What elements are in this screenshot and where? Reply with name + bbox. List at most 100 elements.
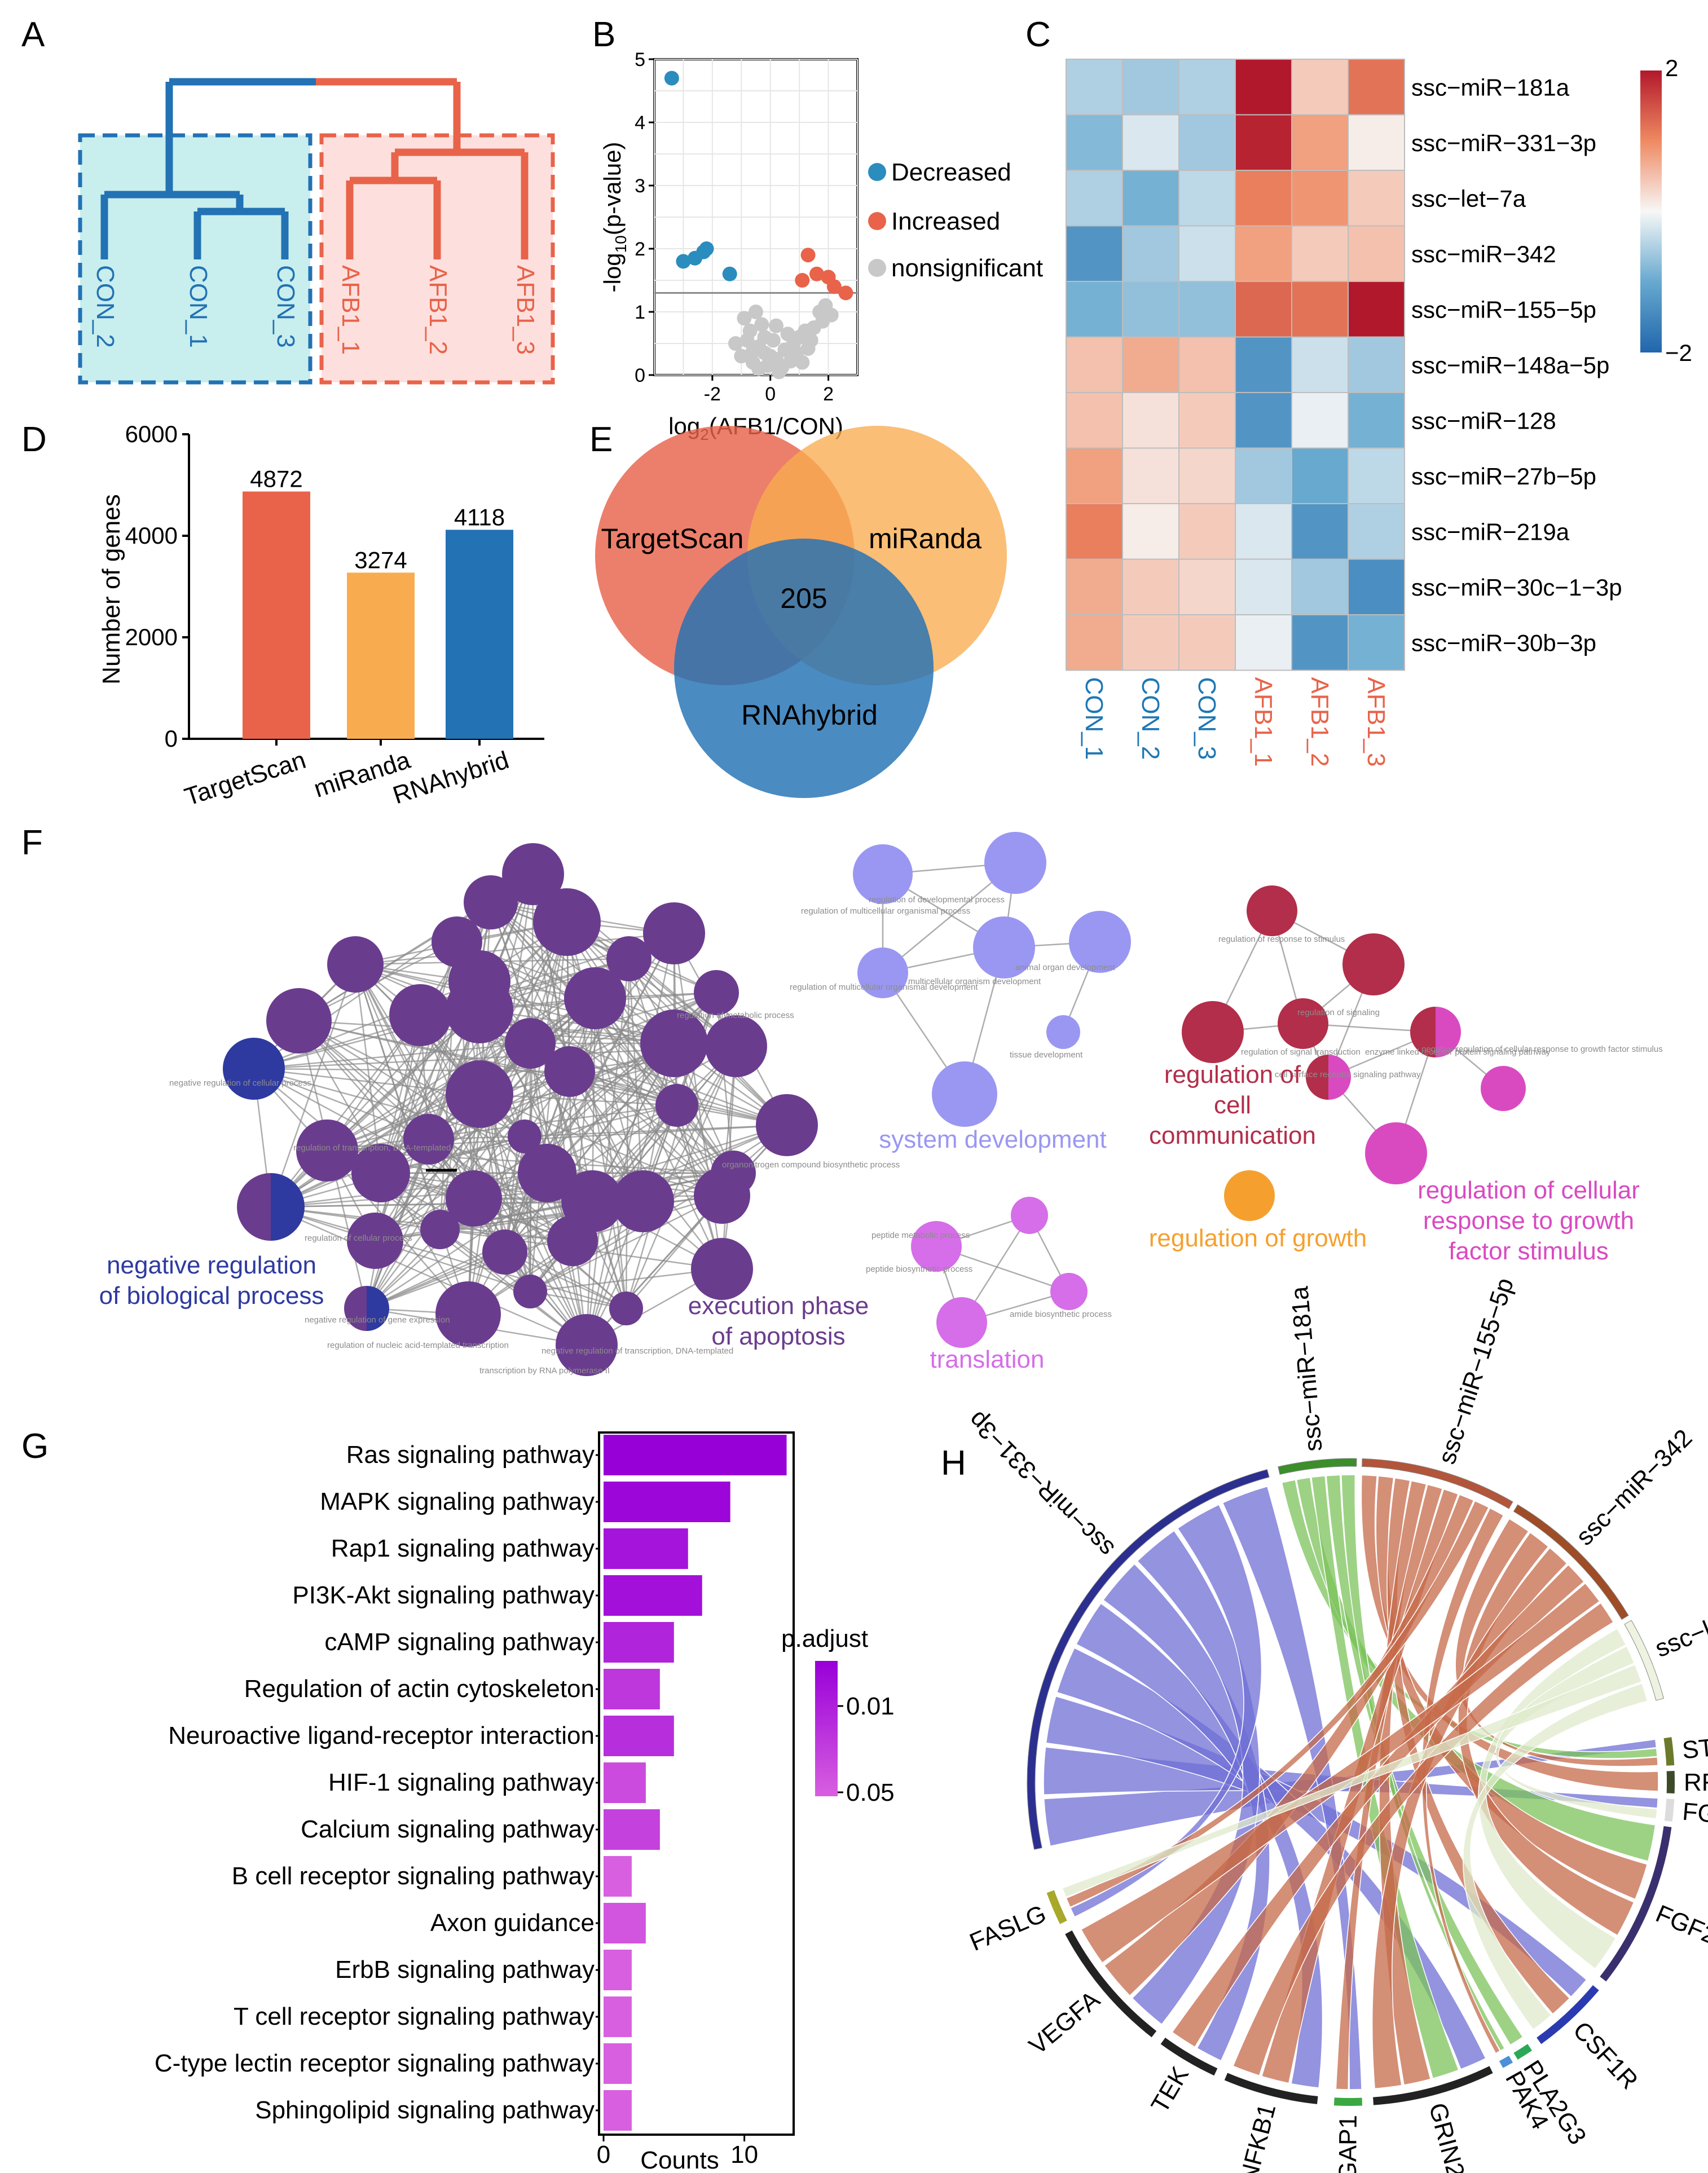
pathway-label: Axon guidance bbox=[430, 1909, 595, 1937]
pathway-label: Neuroactive ligand-receptor interaction bbox=[168, 1722, 595, 1749]
panel-labels: A B C D E F G H bbox=[21, 15, 1051, 1483]
network-node bbox=[1481, 1066, 1526, 1111]
afb1-branches bbox=[316, 78, 529, 259]
heatmap-cell bbox=[1235, 447, 1292, 504]
chord-ribbons bbox=[1043, 1474, 1659, 2090]
panel-h-chord-diagram: ssc−miR−331−3p ssc−miR−181a ssc−miR−155−5p… bbox=[963, 1275, 1708, 2173]
network-edge bbox=[439, 1229, 587, 1346]
network-node bbox=[296, 1119, 358, 1182]
network-node bbox=[513, 1275, 547, 1308]
network-edge bbox=[380, 941, 458, 1174]
network-node bbox=[564, 967, 626, 1029]
heatmap-row-label: ssc−let−7a bbox=[1411, 185, 1526, 211]
heatmap-row-label: ssc−miR−30c−1−3p bbox=[1411, 574, 1622, 601]
padj-legend-title: p.adjust bbox=[781, 1625, 868, 1652]
y-tick-label: 2 bbox=[635, 239, 645, 260]
heatmap-cell bbox=[1178, 59, 1236, 116]
chord-ribbon bbox=[1341, 1474, 1505, 2052]
volcano-ticks: -2 0 2 0 1 2 3 4 5 bbox=[635, 49, 834, 405]
network-small-label: enzyme linked receptor protein signaling… bbox=[1365, 1047, 1551, 1057]
volcano-point-increased bbox=[838, 285, 853, 301]
heatmap-cell bbox=[1291, 59, 1349, 116]
network-small-label: regulation of cellular process bbox=[305, 1233, 412, 1243]
chord-gene-label: TEK bbox=[1146, 2062, 1194, 2118]
pathway-bar bbox=[604, 1950, 632, 1990]
padj-legend-tick-005: 0.05 bbox=[846, 1779, 895, 1806]
network-cluster-labels: negative regulation of biological process… bbox=[99, 1061, 1640, 1373]
chord-arc-gene bbox=[1664, 1799, 1675, 1822]
network-small-label: regulation of transcription, DNA-templat… bbox=[293, 1143, 451, 1153]
heatmap-cell bbox=[1348, 225, 1405, 282]
chord-ribbon bbox=[1132, 1530, 1260, 2025]
network-edge bbox=[270, 1206, 587, 1346]
heatmap-cell bbox=[1348, 614, 1405, 671]
legend-marker-increased bbox=[868, 212, 886, 230]
network-node-half bbox=[1306, 1055, 1328, 1100]
network-node bbox=[612, 1170, 674, 1232]
heatmap-cell bbox=[1348, 392, 1405, 449]
heatmap-cell bbox=[1235, 225, 1292, 282]
network-node bbox=[482, 1229, 527, 1275]
y-tick-label: 2000 bbox=[125, 624, 178, 650]
y-tick-label: 1 bbox=[635, 302, 645, 323]
panel-label-h: H bbox=[941, 1444, 966, 1483]
network-edge bbox=[566, 921, 737, 1047]
chord-mirna-label: ssc−miR−155−5p bbox=[1433, 1275, 1519, 1467]
pathway-bar bbox=[604, 1856, 632, 1897]
panel-label-e: E bbox=[589, 420, 613, 459]
pathway-label: Calcium signaling pathway bbox=[301, 1815, 595, 1843]
network-node bbox=[446, 976, 513, 1043]
chord-ribbon bbox=[1222, 1486, 1362, 2090]
heatmap-cell bbox=[1291, 336, 1349, 393]
chord-gene-label: GRIN2B bbox=[1424, 2100, 1474, 2173]
volcano-point-nonsignificant bbox=[795, 355, 810, 370]
leaf-label: AFB1_1 bbox=[337, 265, 364, 355]
network-edge bbox=[530, 1268, 723, 1293]
heatmap-cell bbox=[1178, 392, 1236, 449]
pathway-label: cAMP signaling pathway bbox=[324, 1628, 595, 1656]
leaf-label: CON_1 bbox=[184, 265, 212, 348]
volcano-point-nonsignificant bbox=[749, 305, 763, 319]
pathway-label: PI3K-Akt signaling pathway bbox=[292, 1581, 595, 1609]
network-edge bbox=[428, 1139, 627, 1309]
y-tick-label: 4 bbox=[635, 112, 645, 134]
network-small-labels: negative regulation of cellular process r… bbox=[169, 895, 1663, 1376]
heatmap-cell bbox=[1235, 114, 1292, 171]
network-node bbox=[544, 1046, 595, 1097]
network-cluster-label: translation bbox=[930, 1346, 1044, 1373]
volcano-point-increased bbox=[795, 273, 810, 288]
network-small-label: cell surface receptor signaling pathway bbox=[1275, 1070, 1421, 1079]
chord-mirna-label: ssc−miR−181a bbox=[1286, 1285, 1327, 1452]
volcano-point-nonsignificant bbox=[818, 298, 833, 313]
chord-ribbon bbox=[1075, 1603, 1323, 2088]
heatmap-color-scale bbox=[1640, 70, 1662, 352]
heatmap-cell bbox=[1122, 281, 1179, 338]
network-edge bbox=[524, 1124, 787, 1138]
volcano-point-nonsignificant bbox=[751, 361, 767, 376]
network-small-label: regulation of multicellular organismal d… bbox=[790, 982, 978, 992]
network-node bbox=[1247, 885, 1297, 936]
network-node bbox=[435, 1281, 501, 1347]
y-tick-label: 5 bbox=[635, 49, 645, 70]
chord-ribbon bbox=[1066, 1500, 1490, 1908]
volcano-point-nonsignificant bbox=[742, 323, 758, 338]
pathway-label: B cell receptor signaling pathway bbox=[232, 1862, 595, 1890]
bar-targetscan bbox=[243, 491, 310, 739]
heatmap-cell bbox=[1122, 558, 1179, 615]
chord-gene-label: CSF1R bbox=[1568, 2016, 1643, 2095]
pathway-bar bbox=[604, 1809, 660, 1850]
pathway-bar bbox=[604, 1716, 674, 1756]
chord-arc-gene bbox=[1666, 1770, 1675, 1794]
panel-g-pathway-bar-chart: Ras signaling pathway MAPK signaling path… bbox=[155, 1431, 895, 2173]
pathway-bar bbox=[604, 1996, 632, 2037]
pathway-labels: Ras signaling pathway MAPK signaling path… bbox=[155, 1441, 595, 2124]
network-node bbox=[1011, 1197, 1048, 1234]
network-node bbox=[1224, 1170, 1275, 1221]
network-small-label: peptide biosynthetic process bbox=[866, 1264, 972, 1274]
network-edge bbox=[327, 1104, 677, 1152]
heatmap-cell bbox=[1066, 281, 1123, 338]
network-small-label: multicellular organism development bbox=[908, 977, 1041, 986]
chord-arc-gene bbox=[1065, 1930, 1157, 2038]
chord-gene-label: STK4 bbox=[1681, 1731, 1708, 1764]
